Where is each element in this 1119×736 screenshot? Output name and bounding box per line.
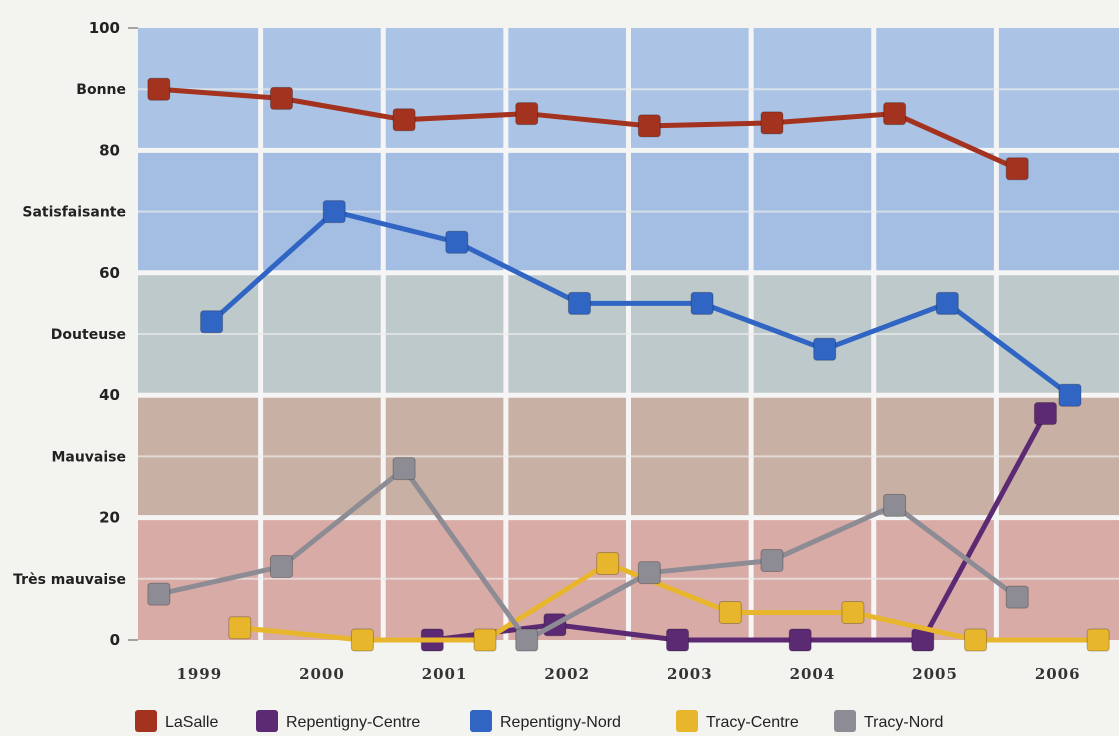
x-tick-label-5: 2004 — [790, 665, 836, 683]
data-point-2-6 — [935, 291, 959, 315]
data-point-0-5 — [760, 111, 784, 135]
data-point-0-3 — [515, 102, 539, 126]
x-tick-label-6: 2005 — [912, 665, 958, 683]
legend: LaSalle Repentigny-Centre Repentigny-Nord T… — [135, 710, 943, 732]
data-point-0-4 — [637, 114, 661, 138]
series-line-2 — [209, 209, 1072, 398]
legend-label-2: Repentigny-Nord — [500, 714, 621, 731]
legend-label-3: Tracy-Centre — [706, 714, 799, 731]
data-point-2-0 — [200, 310, 224, 334]
data-point-4-7 — [1005, 585, 1029, 609]
x-tick-label-7: 2006 — [1035, 665, 1081, 683]
series-0 — [147, 77, 1029, 181]
y-tick-label-2: 40 — [99, 386, 120, 404]
data-point-2-1 — [322, 200, 346, 224]
y-tick-label-0: 0 — [110, 631, 120, 649]
band-label-1: Satisfaisante — [22, 205, 126, 221]
data-point-2-2 — [445, 230, 469, 254]
legend-swatch-2 — [470, 710, 492, 732]
series-2 — [200, 200, 1082, 407]
y-tick-label-3: 60 — [99, 264, 120, 282]
data-point-3-6 — [964, 628, 988, 652]
legend-swatch-4 — [834, 710, 856, 732]
series-3 — [228, 552, 1110, 652]
y-axis-ticks: 0 20 40 60 80 100 — [89, 19, 120, 649]
y-tick-label-1: 20 — [99, 509, 120, 527]
legend-swatch-0 — [135, 710, 157, 732]
legend-label-4: Tracy-Nord — [864, 714, 943, 731]
data-point-3-0 — [228, 616, 252, 640]
data-point-4-4 — [637, 561, 661, 585]
legend-label-1: Repentigny-Centre — [286, 714, 420, 731]
data-point-4-6 — [883, 493, 907, 517]
y-tick-label-5: 100 — [89, 19, 120, 37]
data-point-1-3 — [788, 628, 812, 652]
series-1 — [420, 402, 1057, 652]
series-line-1 — [431, 412, 1048, 643]
data-point-3-3 — [596, 552, 620, 575]
data-point-4-5 — [760, 548, 784, 572]
data-point-1-5 — [1033, 402, 1057, 426]
data-point-4-3 — [515, 628, 539, 652]
data-point-0-6 — [883, 102, 907, 126]
band-label-2: Douteuse — [51, 327, 126, 343]
band-label-4: Très mauvaise — [13, 572, 126, 588]
data-point-3-2 — [473, 628, 497, 652]
data-point-2-7 — [1058, 383, 1082, 407]
data-point-3-4 — [718, 600, 742, 624]
y-tick-label-4: 80 — [99, 141, 120, 159]
x-tick-label-2: 2001 — [422, 665, 468, 683]
x-tick-label-3: 2002 — [544, 665, 590, 683]
band-labels: Bonne Satisfaisante Douteuse Mauvaise Très m… — [13, 82, 126, 588]
series-line-3 — [239, 561, 1099, 643]
data-point-0-7 — [1005, 157, 1029, 181]
data-point-4-2 — [392, 457, 416, 481]
x-axis-ticks: 1999 2000 2001 2002 2003 2004 2005 2006 — [176, 665, 1081, 683]
legend-label-0: LaSalle — [165, 714, 218, 731]
data-point-3-1 — [350, 628, 374, 652]
legend-swatch-1 — [256, 710, 278, 732]
data-point-2-3 — [567, 291, 591, 315]
data-point-3-5 — [841, 600, 865, 624]
data-point-0-1 — [269, 86, 293, 110]
x-tick-label-4: 2003 — [667, 665, 713, 683]
legend-swatch-3 — [676, 710, 698, 732]
series-lines — [147, 77, 1110, 652]
band-label-0: Bonne — [76, 82, 126, 98]
data-point-2-5 — [813, 337, 837, 361]
data-point-0-0 — [147, 77, 171, 101]
data-point-0-2 — [392, 108, 416, 132]
data-point-4-1 — [269, 555, 293, 579]
data-point-2-4 — [690, 291, 714, 315]
series-4 — [147, 457, 1029, 652]
grid-lines — [128, 27, 1119, 641]
series-line-4 — [158, 466, 1019, 643]
x-tick-label-0: 1999 — [176, 665, 222, 683]
data-point-4-0 — [147, 582, 171, 606]
data-point-3-7 — [1086, 628, 1110, 652]
band-label-3: Mauvaise — [51, 449, 126, 465]
x-tick-label-1: 2000 — [299, 665, 345, 683]
series-line-0 — [158, 86, 1019, 172]
data-point-1-2 — [666, 628, 690, 652]
